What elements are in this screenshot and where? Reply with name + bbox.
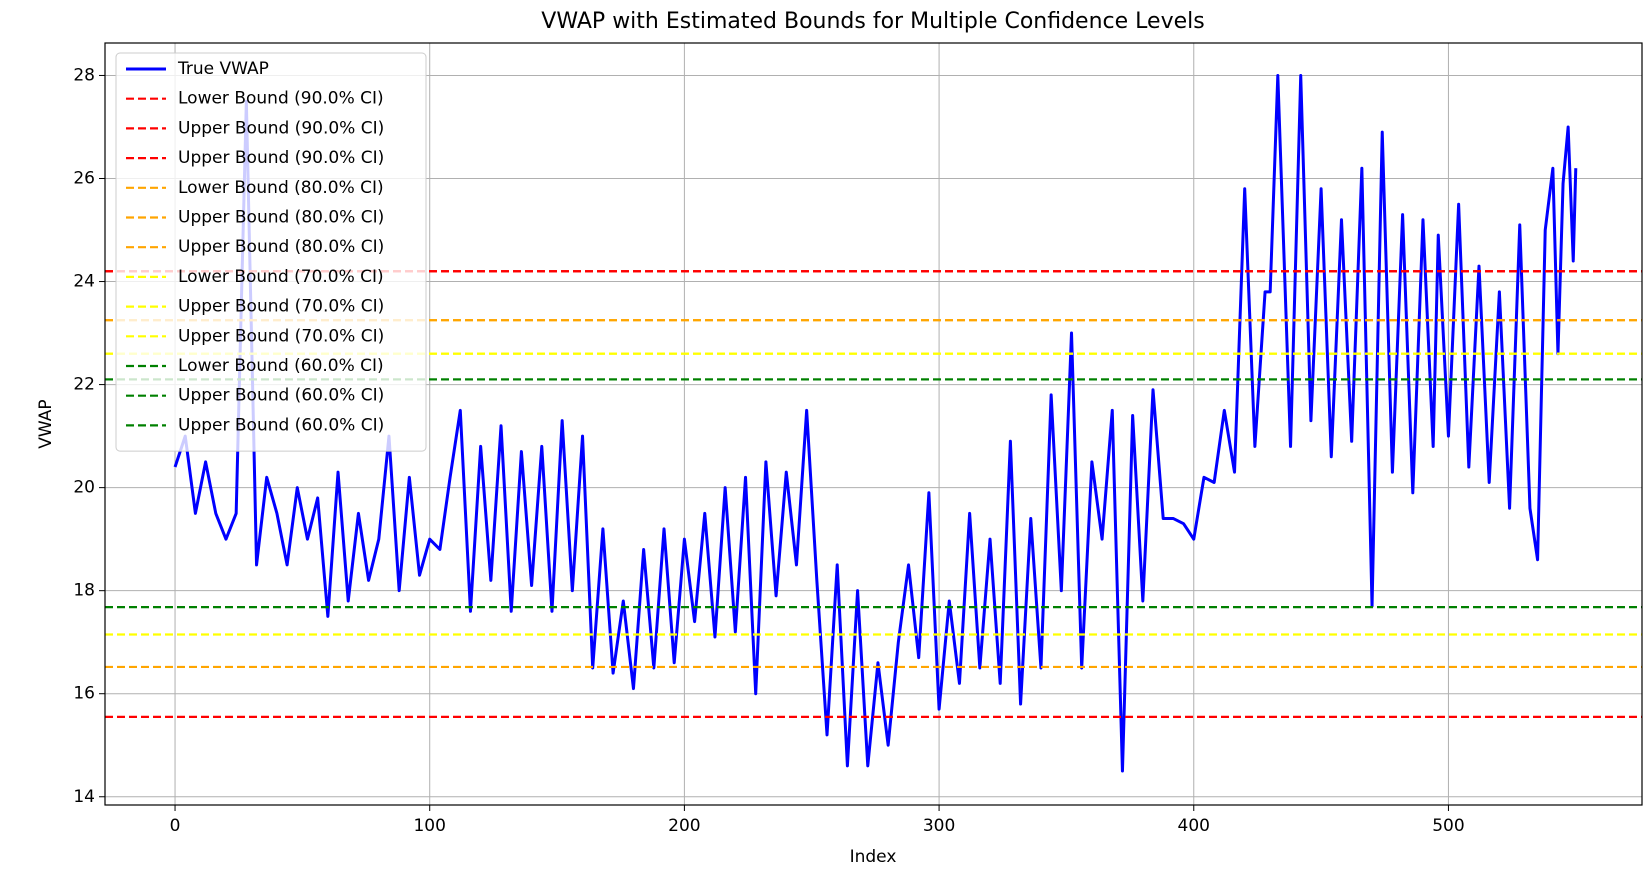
data-line: [173, 73, 1578, 773]
y-tick-label: 20: [73, 478, 95, 498]
legend-label: Upper Bound (60.0% CI): [178, 415, 384, 435]
grid: [105, 43, 1642, 805]
legend-label: Lower Bound (70.0% CI): [178, 267, 384, 287]
y-tick-label: 22: [73, 375, 95, 395]
x-axis-label: Index: [850, 847, 897, 867]
legend-box: [115, 52, 427, 452]
y-tick-label: 28: [73, 65, 95, 85]
x-tick-label: 0: [170, 816, 181, 836]
legend-label: Upper Bound (90.0% CI): [178, 148, 384, 168]
y-tick-label: 24: [73, 272, 95, 292]
y-tick-label: 16: [73, 684, 95, 704]
x-tick-label: 400: [1178, 816, 1210, 836]
legend-label: Upper Bound (70.0% CI): [178, 326, 384, 346]
x-tick-label: 300: [923, 816, 955, 836]
legend-label: Lower Bound (90.0% CI): [178, 89, 384, 109]
legend-label: True VWAP: [177, 59, 269, 79]
x-tick-label: 200: [668, 816, 700, 836]
axes-frame: [104, 42, 1643, 806]
legend-label: Lower Bound (80.0% CI): [178, 178, 384, 198]
x-tick-label: 100: [413, 816, 445, 836]
legend-label: Upper Bound (80.0% CI): [178, 208, 384, 228]
x-tick-label: 500: [1432, 816, 1464, 836]
y-axis-label: VWAP: [36, 399, 56, 448]
legend-label: Upper Bound (60.0% CI): [178, 386, 384, 406]
ticks: 0 100 200 300 400 500 14 16 18 20 22 24 26 28: [73, 65, 1464, 836]
legend-label: Upper Bound (90.0% CI): [178, 118, 384, 138]
y-tick-label: 26: [73, 169, 95, 189]
y-tick-label: 14: [73, 787, 95, 807]
legend: True VWAP Lower Bound (90.0% CI) Upper Bou…: [115, 52, 427, 452]
legend-label: Upper Bound (70.0% CI): [178, 297, 384, 317]
legend-label: Lower Bound (60.0% CI): [178, 356, 384, 376]
chart-title: VWAP with Estimated Bounds for Multiple …: [541, 9, 1204, 34]
legend-label: Upper Bound (80.0% CI): [178, 237, 384, 257]
y-tick-label: 18: [73, 581, 95, 601]
